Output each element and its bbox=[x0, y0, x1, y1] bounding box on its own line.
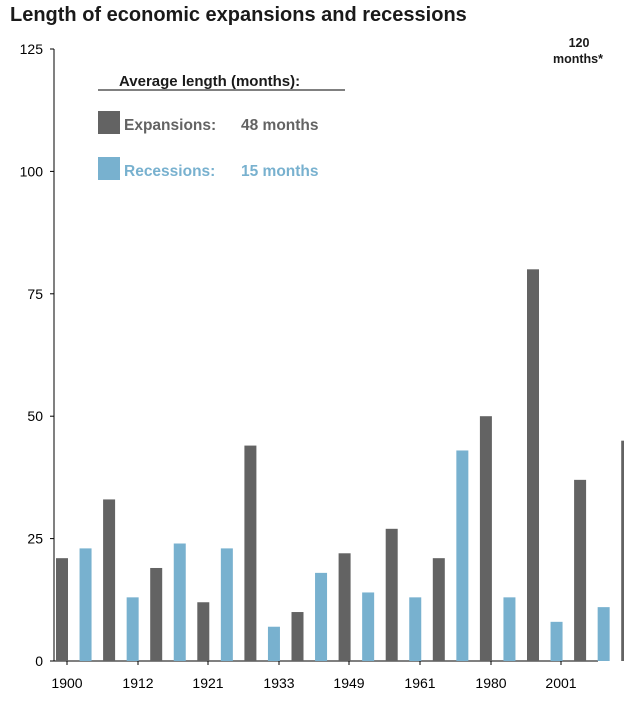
recession-bar bbox=[597, 607, 610, 661]
expansion-bar bbox=[244, 445, 257, 661]
legend-value-recessions: 15 months bbox=[241, 163, 319, 180]
legend-swatch-expansions bbox=[98, 111, 120, 134]
expansion-bar bbox=[291, 612, 304, 661]
y-tick-label: 0 bbox=[35, 653, 43, 669]
x-tick-label: 1980 bbox=[475, 675, 506, 691]
legend-label-recessions: Recessions: bbox=[124, 163, 215, 180]
legend: Average length (months): Expansions: 48 … bbox=[98, 73, 345, 180]
legend-value-expansions: 48 months bbox=[241, 117, 319, 134]
expansion-bar bbox=[150, 567, 163, 661]
legend-label-expansions: Expansions: bbox=[124, 117, 216, 134]
annotation-120-months: 120 months* bbox=[553, 36, 603, 66]
x-tick-label: 1921 bbox=[192, 675, 223, 691]
expansion-bar bbox=[527, 269, 539, 661]
expansion-bar bbox=[479, 416, 492, 661]
annotation-line-1: 120 bbox=[569, 36, 590, 50]
y-tick-label: 100 bbox=[20, 163, 44, 179]
bars bbox=[56, 269, 624, 661]
recession-bar bbox=[267, 626, 280, 661]
expansion-bar bbox=[574, 479, 587, 661]
recession-bar bbox=[173, 543, 186, 661]
expansion-bar bbox=[338, 553, 351, 661]
recession-bar bbox=[456, 450, 469, 661]
recession-bar bbox=[126, 597, 139, 661]
legend-swatch-recessions bbox=[98, 157, 120, 180]
y-axis: 0 25 50 75 100 125 bbox=[20, 41, 55, 669]
recession-bar bbox=[362, 592, 375, 661]
expansion-bar bbox=[385, 528, 398, 661]
recession-bar bbox=[503, 597, 516, 661]
recession-bar bbox=[550, 621, 563, 661]
expansion-bar bbox=[197, 602, 210, 661]
annotation-line-2: months* bbox=[553, 52, 603, 66]
x-tick-label: 1961 bbox=[404, 675, 435, 691]
x-tick-label: 1933 bbox=[263, 675, 294, 691]
recession-bar bbox=[315, 572, 328, 661]
x-axis: 1900 1912 1921 1933 1949 1961 1980 2001 bbox=[51, 660, 598, 691]
x-tick-label: 1912 bbox=[122, 675, 153, 691]
recession-bar bbox=[79, 548, 92, 661]
expansion-bar bbox=[621, 440, 624, 661]
chart-title: Length of economic expansions and recess… bbox=[10, 4, 467, 26]
expansion-bar bbox=[432, 558, 445, 661]
x-tick-label: 2001 bbox=[545, 675, 576, 691]
x-tick-label: 1900 bbox=[51, 675, 82, 691]
expansion-bar bbox=[56, 558, 68, 661]
expansion-bar bbox=[103, 499, 116, 661]
x-tick-label: 1949 bbox=[333, 675, 364, 691]
y-tick-label: 125 bbox=[20, 41, 44, 57]
y-tick-label: 75 bbox=[27, 286, 43, 302]
recession-bar bbox=[220, 548, 233, 661]
recession-bar bbox=[409, 597, 422, 661]
y-tick-label: 50 bbox=[27, 408, 43, 424]
y-tick-label: 25 bbox=[27, 531, 43, 547]
legend-heading: Average length (months): bbox=[119, 73, 300, 90]
